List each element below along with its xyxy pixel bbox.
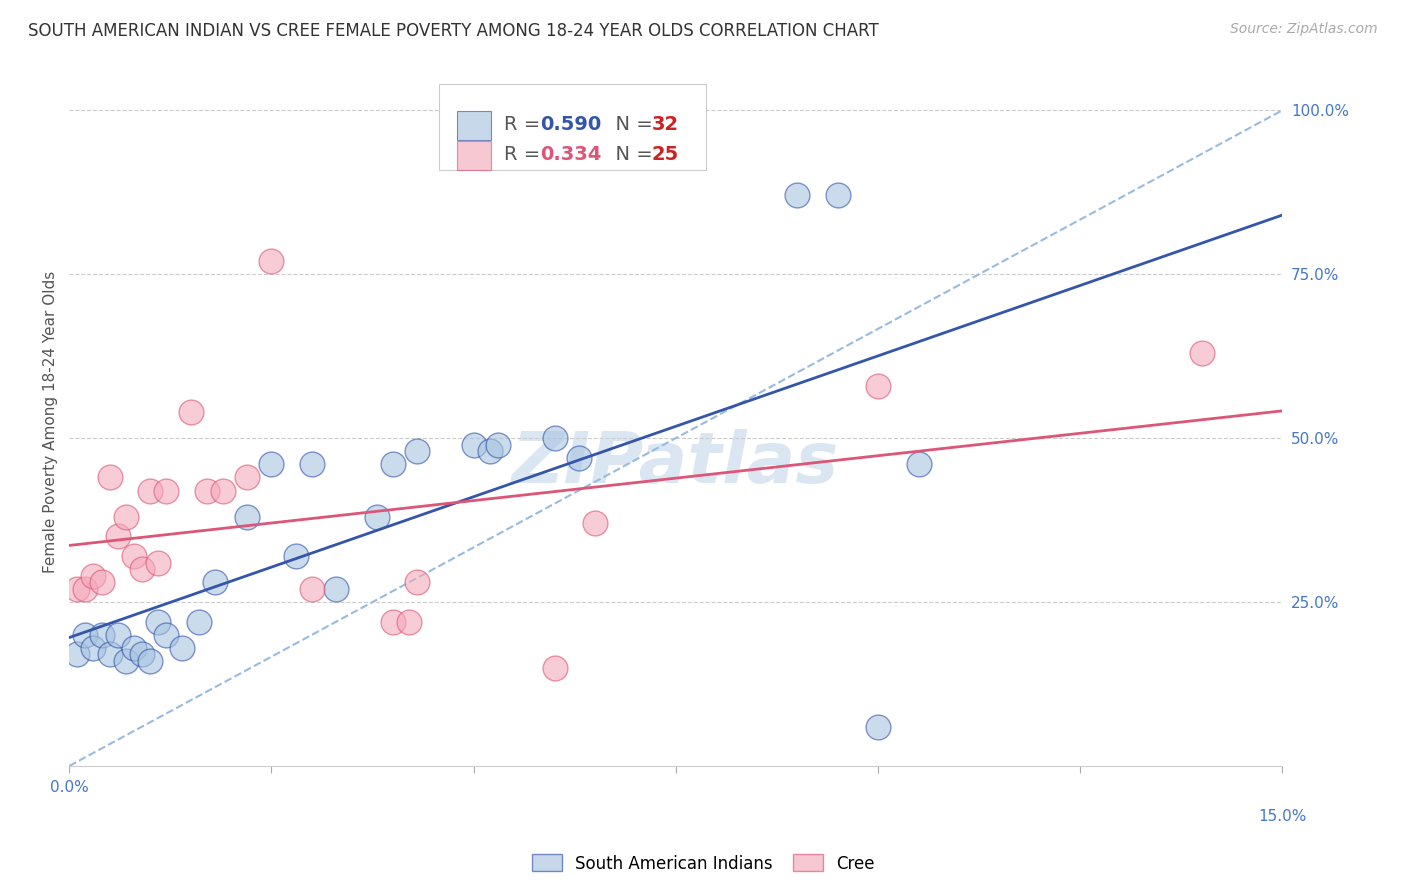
Text: R =: R = [503, 145, 546, 164]
Point [172, 640, 194, 655]
Point [583, 516, 606, 531]
Point [1191, 346, 1213, 360]
Legend: South American Indians, Cree: South American Indians, Cree [524, 847, 882, 880]
Text: 25: 25 [651, 145, 679, 164]
Point [204, 575, 226, 590]
Bar [457, 112, 492, 140]
Point [98, 648, 121, 662]
Point [907, 458, 929, 472]
Point [75, 628, 97, 642]
Text: Source: ZipAtlas.com: Source: ZipAtlas.com [1230, 22, 1378, 37]
Point [139, 483, 162, 498]
Point [543, 660, 565, 674]
Text: N =: N = [603, 145, 659, 164]
Point [568, 450, 591, 465]
Point [131, 562, 153, 576]
Point [115, 509, 138, 524]
Point [139, 654, 162, 668]
Point [260, 458, 283, 472]
Point [543, 431, 565, 445]
Point [107, 529, 129, 543]
Text: 0.590: 0.590 [540, 115, 602, 135]
Text: 0.334: 0.334 [540, 145, 602, 164]
Point [195, 483, 218, 498]
Point [366, 509, 388, 524]
Point [75, 582, 97, 596]
Point [786, 188, 808, 202]
Point [868, 720, 890, 734]
Point [284, 549, 307, 563]
Point [398, 615, 420, 629]
Point [148, 615, 170, 629]
Point [260, 254, 283, 268]
Point [406, 575, 429, 590]
Y-axis label: Female Poverty Among 18-24 Year Olds: Female Poverty Among 18-24 Year Olds [44, 270, 58, 573]
Point [148, 556, 170, 570]
Point [381, 615, 404, 629]
Text: R =: R = [503, 115, 546, 135]
Point [325, 582, 347, 596]
Point [301, 582, 323, 596]
Point [463, 437, 485, 451]
Point [66, 582, 89, 596]
Point [212, 483, 235, 498]
Text: ZIPatlas: ZIPatlas [512, 428, 839, 498]
Point [155, 628, 177, 642]
Point [236, 509, 259, 524]
Text: SOUTH AMERICAN INDIAN VS CREE FEMALE POVERTY AMONG 18-24 YEAR OLDS CORRELATION C: SOUTH AMERICAN INDIAN VS CREE FEMALE POV… [28, 22, 879, 40]
Point [155, 483, 177, 498]
Point [187, 615, 209, 629]
Text: N =: N = [603, 115, 659, 135]
Point [90, 628, 112, 642]
Point [381, 458, 404, 472]
Point [122, 549, 145, 563]
Point [486, 437, 509, 451]
FancyBboxPatch shape [439, 85, 706, 170]
Bar [457, 141, 492, 169]
Point [827, 188, 849, 202]
Point [115, 654, 138, 668]
Point [122, 640, 145, 655]
Point [131, 648, 153, 662]
Point [90, 575, 112, 590]
Point [868, 378, 890, 392]
Point [66, 648, 89, 662]
Point [82, 640, 104, 655]
Text: 15.0%: 15.0% [1258, 808, 1306, 823]
Text: 32: 32 [651, 115, 679, 135]
Point [478, 444, 501, 458]
Point [107, 628, 129, 642]
Point [406, 444, 429, 458]
Point [301, 458, 323, 472]
Point [236, 470, 259, 484]
Point [98, 470, 121, 484]
Point [180, 405, 202, 419]
Point [82, 569, 104, 583]
